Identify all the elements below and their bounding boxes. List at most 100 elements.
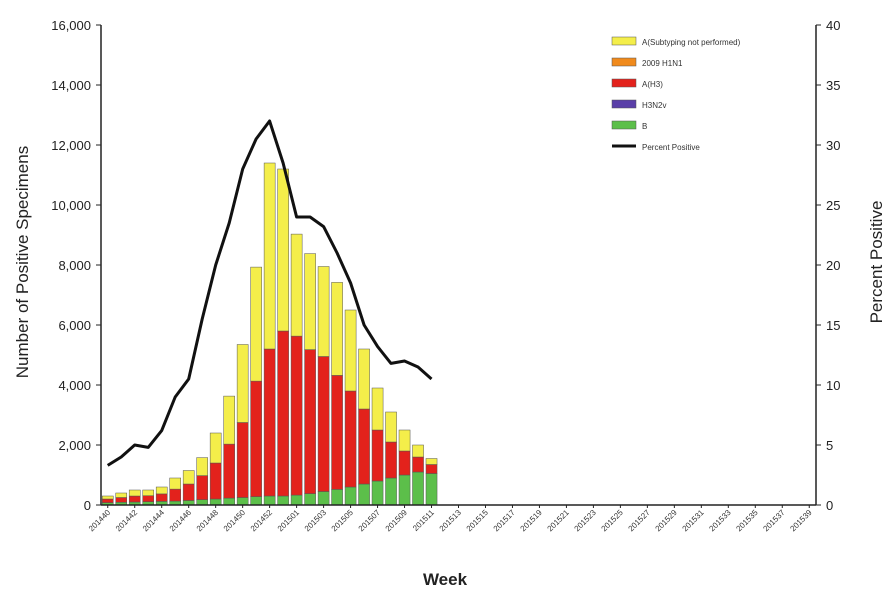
- y-tick-label: 2,000: [58, 438, 91, 453]
- x-tick-label: 201519: [519, 508, 545, 534]
- bar-segment-a-h3: [182, 483, 195, 501]
- legend-swatch-h3n2v: [611, 99, 637, 109]
- x-tick-label: 201533: [707, 508, 733, 534]
- bar-segment-b: [371, 480, 384, 506]
- bar-segment-a-subtyping-not-performed: [250, 266, 262, 382]
- x-axis-title: Week: [423, 570, 468, 589]
- legend-swatch-b: [611, 120, 637, 130]
- x-tick-label: 201529: [654, 508, 680, 534]
- y-tick-label: 16,000: [51, 18, 91, 33]
- x-tick-label: 201513: [438, 508, 464, 534]
- bar-segment-a-h3: [331, 375, 343, 490]
- bar-segment-b: [263, 495, 276, 506]
- bar-segment-a-h3: [263, 348, 276, 497]
- legend-label-h3n2v: H3N2v: [642, 101, 666, 110]
- y2-tick-label: 20: [826, 258, 840, 273]
- y-tick-label: 4,000: [58, 378, 91, 393]
- y-tick-label: 14,000: [51, 78, 91, 93]
- bar-segment-a-h3: [398, 450, 411, 476]
- legend-label-percent-positive: Percent Positive: [642, 143, 700, 152]
- y-axis-title: Number of Positive Specimens: [13, 146, 32, 378]
- y2-tick-label: 25: [826, 198, 840, 213]
- bar-segment-b: [358, 483, 370, 506]
- x-tick-label: 201507: [357, 508, 383, 534]
- bar-segment-a-subtyping-not-performed: [412, 444, 424, 458]
- legend-swatch-a-subtyping-not-performed: [611, 36, 637, 46]
- x-tick-label: 201509: [384, 508, 410, 534]
- bar-segment-a-subtyping-not-performed: [331, 282, 343, 376]
- bar-segment-a-h3: [115, 497, 128, 503]
- bar-segment-a-h3: [169, 488, 181, 502]
- bar-segment-a-h3: [358, 408, 370, 485]
- y2-tick-label: 30: [826, 138, 840, 153]
- bar-segment-a-subtyping-not-performed: [304, 253, 316, 350]
- bar-segment-b: [385, 477, 397, 506]
- bar-segment-b: [425, 473, 438, 506]
- x-tick-label: 201517: [492, 508, 518, 534]
- y2-axis-title: Percent Positive: [867, 201, 886, 324]
- bar-segment-a-subtyping-not-performed: [182, 470, 195, 485]
- bar-segment-a-h3: [142, 495, 154, 502]
- bar-segment-a-h3: [290, 335, 303, 496]
- bar-segment-a-subtyping-not-performed: [128, 489, 141, 497]
- legend-swatch-2009-h1n1: [611, 57, 637, 67]
- bar-segment-a-h3: [101, 498, 114, 503]
- bar-segment-b: [250, 496, 262, 506]
- legend-label-a-h3: A(H3): [642, 80, 663, 89]
- bar-segment-a-h3: [344, 390, 357, 488]
- bar-segment-a-subtyping-not-performed: [155, 486, 168, 495]
- y-tick-label: 10,000: [51, 198, 91, 213]
- y2-tick-label: 5: [826, 438, 833, 453]
- bar-segment-b: [236, 497, 249, 506]
- bar-segment-a-subtyping-not-performed: [142, 489, 154, 496]
- y-tick-label: 6,000: [58, 318, 91, 333]
- y2-tick-label: 0: [826, 498, 833, 513]
- bar-segment-a-h3: [412, 456, 424, 473]
- x-tick-label: 201525: [600, 508, 626, 534]
- bar-segment-a-subtyping-not-performed: [398, 429, 411, 452]
- x-tick-label: 201448: [195, 508, 221, 534]
- bar-segment-b: [209, 498, 222, 506]
- legend-label-2009-h1n1: 2009 H1N1: [642, 59, 683, 68]
- x-tick-label: 201523: [573, 508, 599, 534]
- legend: A(Subtyping not performed) 2009 H1N1 A(H3)…: [611, 36, 741, 152]
- bar-segment-a-h3: [196, 475, 208, 500]
- x-axis-ticks: 201440 201442 201444 201446 201448 201450 2014…: [87, 505, 814, 533]
- bar-segment-b: [398, 474, 411, 506]
- bar-segment-a-subtyping-not-performed: [385, 411, 397, 443]
- bar-segment-b: [304, 493, 316, 506]
- x-tick-label: 201537: [761, 508, 787, 534]
- bar-segment-a-subtyping-not-performed: [169, 477, 181, 490]
- bar-segment-a-subtyping-not-performed: [317, 266, 330, 357]
- bar-segment-a-subtyping-not-performed: [209, 432, 222, 464]
- bar-segment-b: [412, 471, 424, 506]
- x-tick-label: 201521: [546, 508, 572, 534]
- bar-segment-a-subtyping-not-performed: [425, 458, 438, 465]
- stacked-bars: [101, 162, 438, 506]
- bar-segment-a-subtyping-not-performed: [115, 492, 128, 498]
- bar-segment-a-h3: [317, 356, 330, 492]
- bar-segment-a-subtyping-not-performed: [101, 495, 114, 500]
- bar-segment-a-h3: [236, 422, 249, 498]
- x-tick-label: 201535: [734, 508, 760, 534]
- bar-segment-a-h3: [209, 462, 222, 500]
- bar-segment-a-subtyping-not-performed: [344, 309, 357, 392]
- x-tick-label: 201446: [168, 508, 194, 534]
- bar-segment-b: [344, 486, 357, 506]
- bar-segment-b: [331, 489, 343, 506]
- bar-segment-a-h3: [385, 441, 397, 479]
- y-axis-ticks: 0 2,000 4,000 6,000 8,000 10,000 12,000 14,000 1…: [51, 18, 101, 513]
- legend-label-a-subtyping-not-performed: A(Subtyping not performed): [642, 38, 741, 47]
- x-tick-label: 201539: [788, 508, 814, 534]
- bar-segment-a-h3: [371, 429, 384, 482]
- bar-segment-a-h3: [250, 380, 262, 497]
- bar-segment-b: [223, 497, 235, 506]
- y2-axis-ticks: 0 5 10 15 20 25 30 35 40: [816, 18, 840, 513]
- bar-segment-a-subtyping-not-performed: [263, 162, 276, 350]
- bar-segment-a-subtyping-not-performed: [236, 344, 249, 423]
- y2-tick-label: 15: [826, 318, 840, 333]
- bar-segment-b: [277, 495, 289, 506]
- bar-segment-a-h3: [223, 443, 235, 499]
- bar-segment-a-subtyping-not-performed: [277, 168, 289, 332]
- x-tick-label: 201444: [141, 508, 167, 534]
